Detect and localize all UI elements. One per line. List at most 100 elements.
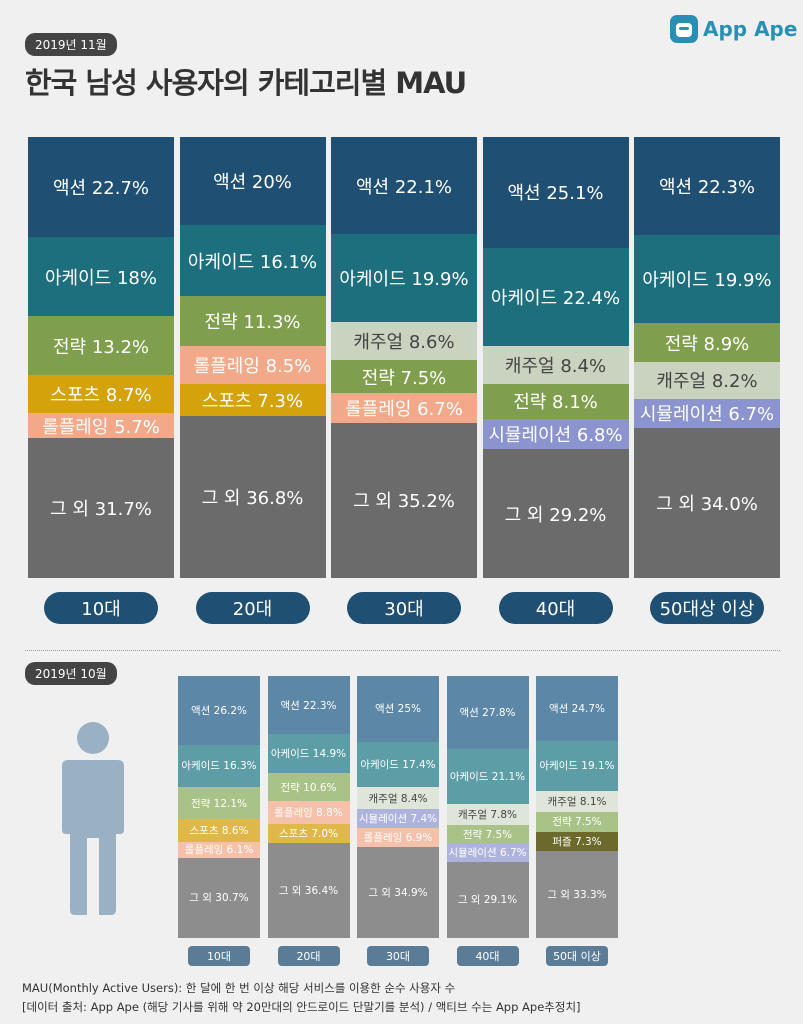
segment-label: 아케이드 17.4%	[360, 758, 436, 771]
bar-segment-action: 액션 25%	[357, 676, 439, 742]
age-group-label: 30대	[347, 592, 461, 624]
segment-label: 전략 8.9%	[664, 333, 750, 355]
bar-segment-arcade: 아케이드 21.1%	[446, 748, 529, 805]
segment-label: 시뮬레이션 7.4%	[358, 813, 438, 826]
segment-label: 그 외 31.7%	[50, 499, 152, 521]
bar-segment-arcade: 아케이드 14.9%	[267, 734, 350, 774]
bar-column-5: 액션 22.3% 아케이드 19.9% 전략 8.9% 캐주얼 8.2% 시뮬레이션 6…	[634, 137, 780, 578]
segment-label: 그 외 34.0%	[656, 494, 758, 516]
bar-segment-other: 그 외 35.2%	[331, 422, 477, 578]
segment-label: 액션 24.7%	[548, 702, 605, 715]
segment-label: 액션 26.2%	[190, 704, 247, 717]
age-group-label: 50대 이상	[546, 946, 608, 966]
segment-label: 스포츠 7.3%	[201, 390, 304, 412]
bar-segment-arcade: 아케이드 19.9%	[634, 235, 780, 324]
bar-segment-other: 그 외 31.7%	[28, 438, 174, 578]
bar-segment-casual: 캐주얼 8.2%	[634, 362, 780, 399]
bar-segment-action: 액션 22.3%	[267, 676, 350, 735]
segment-label: 액션 25%	[375, 703, 421, 716]
bar-segment-other: 그 외 36.4%	[267, 842, 350, 938]
segment-label: 액션 22.1%	[355, 176, 453, 198]
segment-label: 액션 22.3%	[658, 177, 756, 199]
segment-label: 전략 7.5%	[361, 367, 447, 389]
segment-label: 캐주얼 8.1%	[547, 795, 607, 808]
bar-segment-other: 그 외 36.8%	[179, 415, 326, 578]
segment-label: 아케이드 19.9%	[642, 270, 772, 292]
bar-segment-casual: 캐주얼 8.4%	[357, 787, 439, 810]
bar-segment-casual: 캐주얼 8.1%	[536, 790, 618, 812]
segment-label: 롤플레잉 6.7%	[345, 398, 463, 420]
bar-column-4: 액션 27.8% 아케이드 21.1% 캐주얼 7.8% 전략 7.5% 시뮬레이션 6…	[446, 676, 529, 938]
segment-label: 그 외 29.1%	[457, 894, 518, 907]
footnote-source: [데이터 출처: App Ape (해당 기사를 위해 약 20만대의 안드로이…	[22, 1000, 581, 1014]
bar-segment-strategy: 전략 10.6%	[267, 773, 350, 802]
segment-label: 전략 11.3%	[204, 312, 301, 334]
age-group-label: 10대	[188, 946, 250, 966]
bar-segment-action: 액션 27.8%	[446, 676, 529, 749]
bar-segment-arcade: 아케이드 18%	[28, 237, 174, 317]
page-title: 한국 남성 사용자의 카테고리별 MAU	[25, 66, 467, 100]
bar-segment-other: 그 외 29.2%	[482, 449, 629, 578]
segment-label: 액션 22.3%	[280, 699, 337, 712]
bar-segment-simulation: 시뮬레이션 7.4%	[357, 809, 439, 829]
segment-label: 전략 8.1%	[513, 392, 598, 414]
bar-segment-simulation: 시뮬레이션 6.7%	[634, 398, 780, 429]
bar-column-2: 액션 22.3% 아케이드 14.9% 전략 10.6% 롤플레잉 8.8% 스포츠 7…	[267, 676, 350, 938]
age-group-label: 20대	[195, 592, 310, 624]
person-icon	[62, 722, 124, 915]
bar-segment-arcade: 아케이드 19.9%	[331, 234, 477, 323]
age-group-label: 50대상 이상	[650, 592, 764, 624]
bar-segment-action: 액션 24.7%	[536, 676, 618, 741]
bar-column-3: 액션 22.1% 아케이드 19.9% 캐주얼 8.6% 전략 7.5% 롤플레잉 6.…	[331, 137, 477, 578]
bar-segment-strategy: 전략 8.1%	[482, 383, 629, 420]
ape-face-icon	[670, 15, 698, 43]
segment-label: 그 외 34.9%	[368, 886, 428, 899]
segment-label: 롤플레잉 6.1%	[184, 844, 254, 857]
bar-segment-arcade: 아케이드 17.4%	[357, 741, 439, 788]
date-badge: 2019년 11월	[25, 33, 117, 56]
segment-label: 롤플레잉 8.5%	[193, 355, 312, 377]
segment-label: 그 외 30.7%	[189, 892, 249, 905]
bar-segment-roleplaying: 롤플레잉 6.9%	[357, 828, 439, 847]
segment-label: 아케이드 14.9%	[270, 748, 347, 761]
segment-label: 스포츠 8.7%	[50, 384, 152, 406]
bar-segment-simulation: 시뮬레이션 6.7%	[446, 844, 529, 862]
segment-label: 캐주얼 8.2%	[656, 371, 758, 393]
bar-segment-action: 액션 20%	[179, 137, 326, 226]
bar-segment-casual: 캐주얼 8.4%	[482, 346, 629, 384]
bar-segment-roleplaying: 롤플레잉 6.1%	[178, 841, 260, 858]
segment-label: 아케이드 19.1%	[539, 760, 615, 773]
segment-label: 캐주얼 8.4%	[368, 792, 428, 805]
bar-segment-other: 그 외 30.7%	[178, 857, 260, 938]
segment-label: 롤플레잉 6.9%	[363, 832, 433, 844]
bar-segment-action: 액션 26.2%	[178, 676, 260, 745]
segment-label: 시뮬레이션 6.7%	[448, 847, 527, 860]
segment-label: 그 외 33.3%	[547, 888, 607, 901]
age-group-label: 20대	[277, 946, 340, 966]
bar-column-1: 액션 26.2% 아케이드 16.3% 전략 12.1% 스포츠 8.6% 롤플레잉 6…	[178, 676, 260, 938]
bar-segment-action: 액션 25.1%	[482, 137, 629, 248]
segment-label: 그 외 36.8%	[201, 487, 304, 509]
bar-segment-strategy: 전략 7.5%	[331, 360, 477, 394]
segment-label: 아케이드 16.1%	[187, 251, 318, 273]
segment-label: 아케이드 18%	[45, 267, 157, 289]
bar-segment-sports: 스포츠 8.6%	[178, 819, 260, 842]
bar-segment-roleplaying: 롤플레잉 8.8%	[267, 801, 350, 825]
segment-label: 롤플레잉 8.8%	[274, 807, 343, 820]
segment-label: 캐주얼 8.4%	[504, 355, 607, 377]
bar-column-5: 액션 24.7% 아케이드 19.1% 캐주얼 8.1% 전략 7.5% 퍼즐 7.3%…	[536, 676, 618, 938]
bar-segment-sports: 스포츠 8.7%	[28, 374, 174, 414]
segment-label: 캐주얼 8.6%	[353, 332, 455, 354]
segment-label: 전략 12.1%	[190, 797, 247, 810]
bar-segment-strategy: 전략 7.5%	[446, 824, 529, 845]
bar-segment-casual: 캐주얼 7.8%	[446, 804, 529, 825]
segment-label: 그 외 29.2%	[504, 504, 607, 526]
bar-column-4: 액션 25.1% 아케이드 22.4% 캐주얼 8.4% 전략 8.1% 시뮬레이션 6…	[482, 137, 629, 578]
app-ape-logo: App Ape	[670, 15, 797, 43]
bar-segment-action: 액션 22.7%	[28, 137, 174, 238]
bar-segment-arcade: 아케이드 19.1%	[536, 740, 618, 791]
bar-segment-strategy: 전략 13.2%	[28, 316, 174, 375]
bar-segment-arcade: 아케이드 22.4%	[482, 247, 629, 347]
bar-segment-other: 그 외 29.1%	[446, 861, 529, 938]
bar-segment-roleplaying: 롤플레잉 8.5%	[179, 346, 326, 384]
